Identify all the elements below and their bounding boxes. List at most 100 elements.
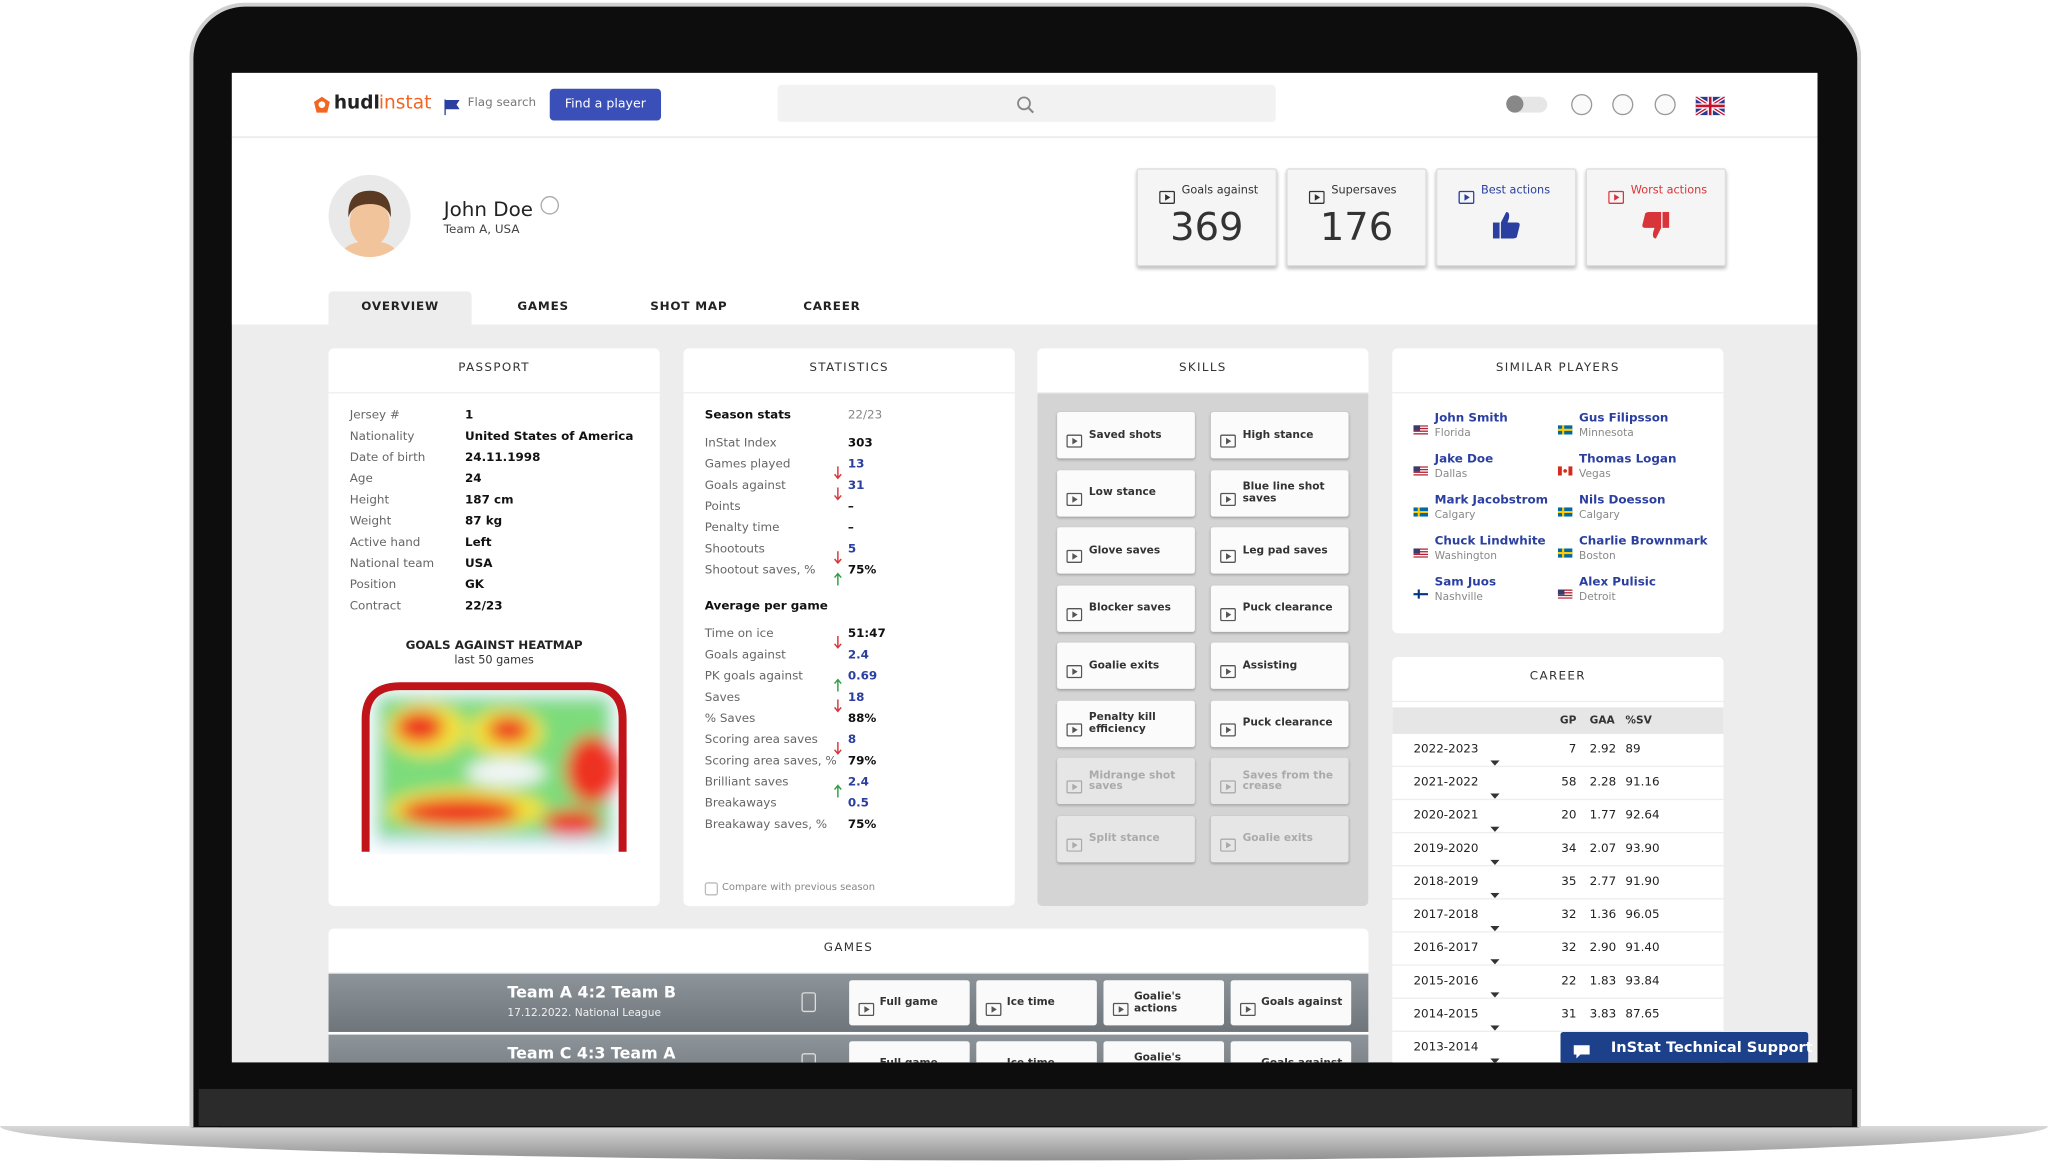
header-icon[interactable] [1571, 94, 1593, 116]
svg-graphic [1220, 492, 1236, 506]
country-flag [1413, 579, 1429, 599]
similar-name[interactable]: Nils Doesson [1579, 494, 1666, 508]
path-graphic [1226, 725, 1232, 733]
dropdown-caret[interactable] [1490, 813, 1500, 832]
dropdown-caret[interactable] [1490, 846, 1500, 866]
game-button[interactable]: Goalie's actions [1103, 1041, 1225, 1063]
game-button[interactable]: Goalie's actions [1103, 980, 1225, 1026]
skill-button[interactable]: Puck clearance [1210, 700, 1349, 747]
dropdown-caret[interactable] [1490, 780, 1500, 799]
flag-search[interactable]: Flag search [467, 96, 537, 110]
tab[interactable]: SHOT MAP [650, 300, 728, 314]
svg-graphic [1066, 780, 1083, 794]
search-box[interactable] [777, 84, 1276, 122]
compare-label: Compare with previous season [721, 880, 876, 893]
career-column: %SV [1625, 714, 1652, 726]
stat-card[interactable]: Best actions [1435, 168, 1577, 267]
dropdown-caret[interactable] [1490, 913, 1500, 932]
passport-label: Age [349, 472, 373, 487]
dropdown-caret[interactable] [1490, 880, 1500, 899]
skill-button[interactable]: Leg pad saves [1210, 527, 1349, 574]
game-button[interactable]: Goals against [1230, 980, 1352, 1026]
skill-label: Puck clearance [1242, 601, 1333, 614]
similar-name[interactable]: Gus Filipsson [1579, 411, 1669, 426]
similar-name[interactable]: Chuck Lindwhite [1434, 535, 1546, 549]
career-value: 2.77 [1589, 875, 1617, 889]
career-value: 1.77 [1589, 809, 1617, 823]
stat-card[interactable]: Goals against 369 [1136, 168, 1278, 267]
skill-button[interactable]: High stance [1210, 411, 1349, 459]
svg-graphic [1608, 190, 1625, 205]
tab[interactable]: OVERVIEW [328, 291, 472, 325]
game-button[interactable]: Ice time [976, 1041, 1097, 1063]
skill-button[interactable]: Assisting [1210, 642, 1349, 689]
trend-arrow [833, 629, 842, 649]
stat-card[interactable]: Supersaves 176 [1286, 168, 1427, 267]
path-graphic [834, 487, 842, 501]
similar-name[interactable]: Charlie Brownmark [1579, 535, 1708, 549]
dropdown-caret[interactable] [1490, 747, 1500, 766]
similar-place: Detroit [1579, 590, 1616, 603]
tab[interactable]: CAREER [803, 300, 861, 314]
find-player-button[interactable]: Find a player [549, 88, 662, 121]
skill-button[interactable]: Blue line shot saves [1210, 469, 1349, 516]
ellipse-graphic [543, 809, 602, 836]
stat-label: Time on ice [704, 627, 774, 642]
rect-graphic [985, 1002, 1002, 1017]
stat-card[interactable]: Worst actions [1585, 168, 1727, 267]
similar-name[interactable]: Mark Jacobstrom [1434, 494, 1549, 508]
stat-value: 2.4 [847, 776, 869, 790]
play-icon [1112, 996, 1129, 1017]
similar-name[interactable]: Jake Doe [1434, 453, 1494, 467]
dropdown-caret[interactable] [1490, 1012, 1500, 1031]
skill-button[interactable]: Glove saves [1057, 527, 1195, 574]
svg-graphic [1220, 549, 1236, 564]
skill-button[interactable]: Goalie exits [1057, 642, 1195, 689]
header-icon[interactable] [1654, 94, 1676, 116]
path-graphic [834, 784, 842, 798]
eye-icon[interactable] [540, 196, 560, 215]
rect-graphic [1608, 190, 1625, 205]
svg-graphic [1694, 95, 1726, 117]
skill-button[interactable]: Low stance [1057, 469, 1195, 516]
rect-graphic [1413, 431, 1429, 434]
skill-button[interactable]: Penalty kill efficiency [1057, 700, 1195, 747]
card-label: Best actions [1481, 184, 1551, 198]
game-match[interactable]: Team C 4:3 Team A [507, 1043, 676, 1063]
similar-name[interactable]: John Smith [1434, 411, 1508, 426]
skill-button[interactable]: Puck clearance [1210, 584, 1349, 632]
game-button[interactable]: Ice time [976, 980, 1097, 1026]
support-button[interactable]: InStat Technical Support [1560, 1031, 1813, 1063]
path-graphic [864, 1006, 870, 1013]
trend-arrow [833, 481, 842, 501]
tab[interactable]: GAMES [517, 300, 569, 314]
dropdown-caret[interactable] [1490, 946, 1500, 965]
game-button-label: Ice time [1006, 995, 1055, 1008]
compare-checkbox[interactable] [704, 882, 718, 896]
dropdown-caret[interactable] [1490, 1045, 1500, 1063]
skill-button[interactable]: Saved shots [1057, 411, 1195, 459]
circle-graphic [318, 101, 326, 108]
path-graphic [834, 699, 842, 713]
skill-button[interactable]: Blocker saves [1057, 584, 1195, 632]
similar-name[interactable]: Sam Juos [1434, 576, 1497, 590]
career-season: 2013-2014 [1413, 1041, 1479, 1055]
dropdown-caret[interactable] [1490, 979, 1500, 998]
game-button[interactable]: Full game [849, 980, 970, 1026]
flag-icon [444, 95, 460, 116]
similar-name[interactable]: Thomas Logan [1579, 453, 1677, 467]
stat-label: Scoring area saves, % [704, 755, 837, 769]
language-flag[interactable] [1694, 95, 1726, 117]
career-value: 2.90 [1589, 941, 1617, 956]
game-match[interactable]: Team A 4:2 Team B [507, 982, 677, 1002]
header-icon[interactable] [1612, 94, 1634, 116]
rect-graphic [1413, 426, 1429, 428]
career-value: 7 [1568, 743, 1577, 757]
path-graphic [1226, 783, 1232, 791]
game-button[interactable]: Full game [849, 1041, 970, 1063]
similar-name[interactable]: Alex Pulisic [1579, 576, 1656, 590]
top-bar: hudl instat Flag search Find a player [231, 72, 1818, 138]
career-value: 3.83 [1589, 1008, 1617, 1022]
svg-graphic [1492, 211, 1520, 239]
game-button[interactable]: Goals against [1230, 1041, 1352, 1063]
